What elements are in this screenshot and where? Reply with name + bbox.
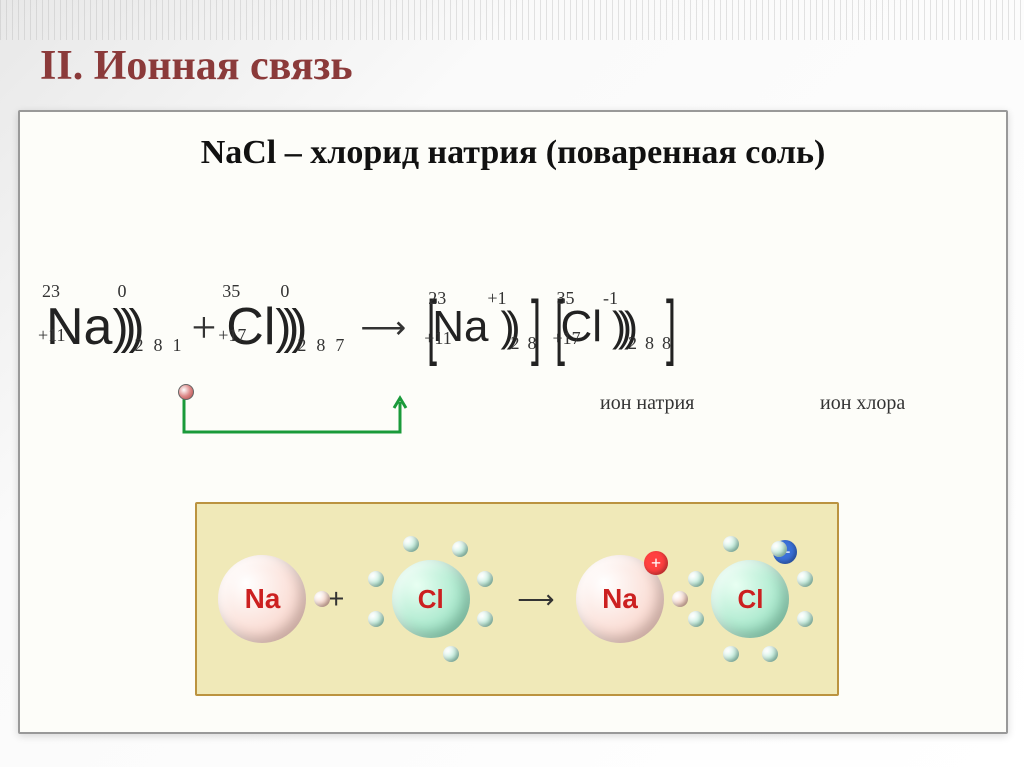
electron-transfer-arrow <box>180 392 410 452</box>
electron-icon <box>688 611 704 627</box>
cl-bohr-right: Cl − <box>685 534 815 664</box>
electron-icon <box>368 571 384 587</box>
electron-icon <box>723 646 739 662</box>
cl-ion-shell-2: 8 <box>645 333 654 354</box>
right-bracket-cl: ] <box>666 286 676 368</box>
cl-ion-mass: 35 <box>556 288 574 309</box>
electron-icon <box>723 536 739 552</box>
transferred-electron-icon <box>178 384 194 400</box>
electron-icon <box>477 571 493 587</box>
na-charge: 0 <box>117 281 126 302</box>
content-frame: NaCl – хлорид натрия (поваренная соль) 2… <box>18 110 1008 734</box>
slide-title: II. Ионная связь <box>40 42 353 90</box>
cl-shell-arcs: ))) <box>275 300 299 355</box>
na-ion-protons: +11 <box>424 328 451 349</box>
na-shell-arcs: ))) <box>112 300 136 355</box>
cl-ion-label: ион хлора <box>820 392 905 415</box>
cl-shell-2: 8 <box>316 335 325 356</box>
bohr-arrow: ⟶ <box>517 584 554 615</box>
na-ion-charge: +1 <box>487 288 506 309</box>
bohr-diagram-box: Na + Cl ⟶ Na + Cl − <box>195 502 839 696</box>
reaction-arrow: ⟶ <box>352 308 414 346</box>
cl-ion-shell-1: 2 <box>628 333 637 354</box>
na-ion-label: ион натрия <box>600 392 694 415</box>
right-bracket-na: ] <box>531 286 541 368</box>
electron-icon <box>797 611 813 627</box>
bohr-plus: + <box>328 583 344 615</box>
cl-protons: +17 <box>218 325 246 346</box>
na-mass: 23 <box>42 281 60 302</box>
electron-icon <box>762 646 778 662</box>
electron-icon <box>443 646 459 662</box>
cl-shell-1: 2 <box>297 335 306 356</box>
na-ion-shell-1: 2 <box>510 333 519 354</box>
cl-ion: 35 +17 Cl -1 <box>560 302 602 352</box>
na-shell-2: 8 <box>153 335 162 356</box>
cl-shell-3: 7 <box>335 335 344 356</box>
na-ball-left: Na <box>218 555 306 643</box>
cl-charge: 0 <box>280 281 289 302</box>
cl-mass: 35 <box>222 281 240 302</box>
na-bohr-left: Na <box>218 555 306 643</box>
cl-ion-protons: +17 <box>552 328 580 349</box>
na-ion: 23 +11 Na +1 <box>432 302 488 352</box>
na-shell-3: 1 <box>172 335 181 356</box>
cl-atom: 35 +17 Cl 0 <box>226 297 275 357</box>
subtitle: NaCl – хлорид натрия (поваренная соль) <box>20 134 1006 172</box>
cl-ball-left: Cl <box>392 560 470 638</box>
cl-ball-right: Cl <box>711 560 789 638</box>
na-protons: +11 <box>38 325 65 346</box>
equation-row: 23 +11 Na 0 ))) 2 8 1 + 35 +17 Cl 0 ))) … <box>40 262 986 392</box>
cl-bohr-left: Cl <box>366 534 496 664</box>
na-shell-1: 2 <box>134 335 143 356</box>
transfer-path-icon <box>180 392 410 452</box>
na-bohr-right: Na + <box>576 555 664 643</box>
cl-ion-charge: -1 <box>603 288 618 309</box>
electron-icon <box>368 611 384 627</box>
electron-icon <box>452 541 468 557</box>
na-atom: 23 +11 Na 0 <box>46 297 112 357</box>
electron-icon <box>477 611 493 627</box>
electron-icon <box>688 571 704 587</box>
plus-sign-icon: + <box>644 551 668 575</box>
na-ion-mass: 23 <box>428 288 446 309</box>
decorative-stripes <box>0 0 1024 40</box>
electron-icon <box>797 571 813 587</box>
electron-icon <box>403 536 419 552</box>
